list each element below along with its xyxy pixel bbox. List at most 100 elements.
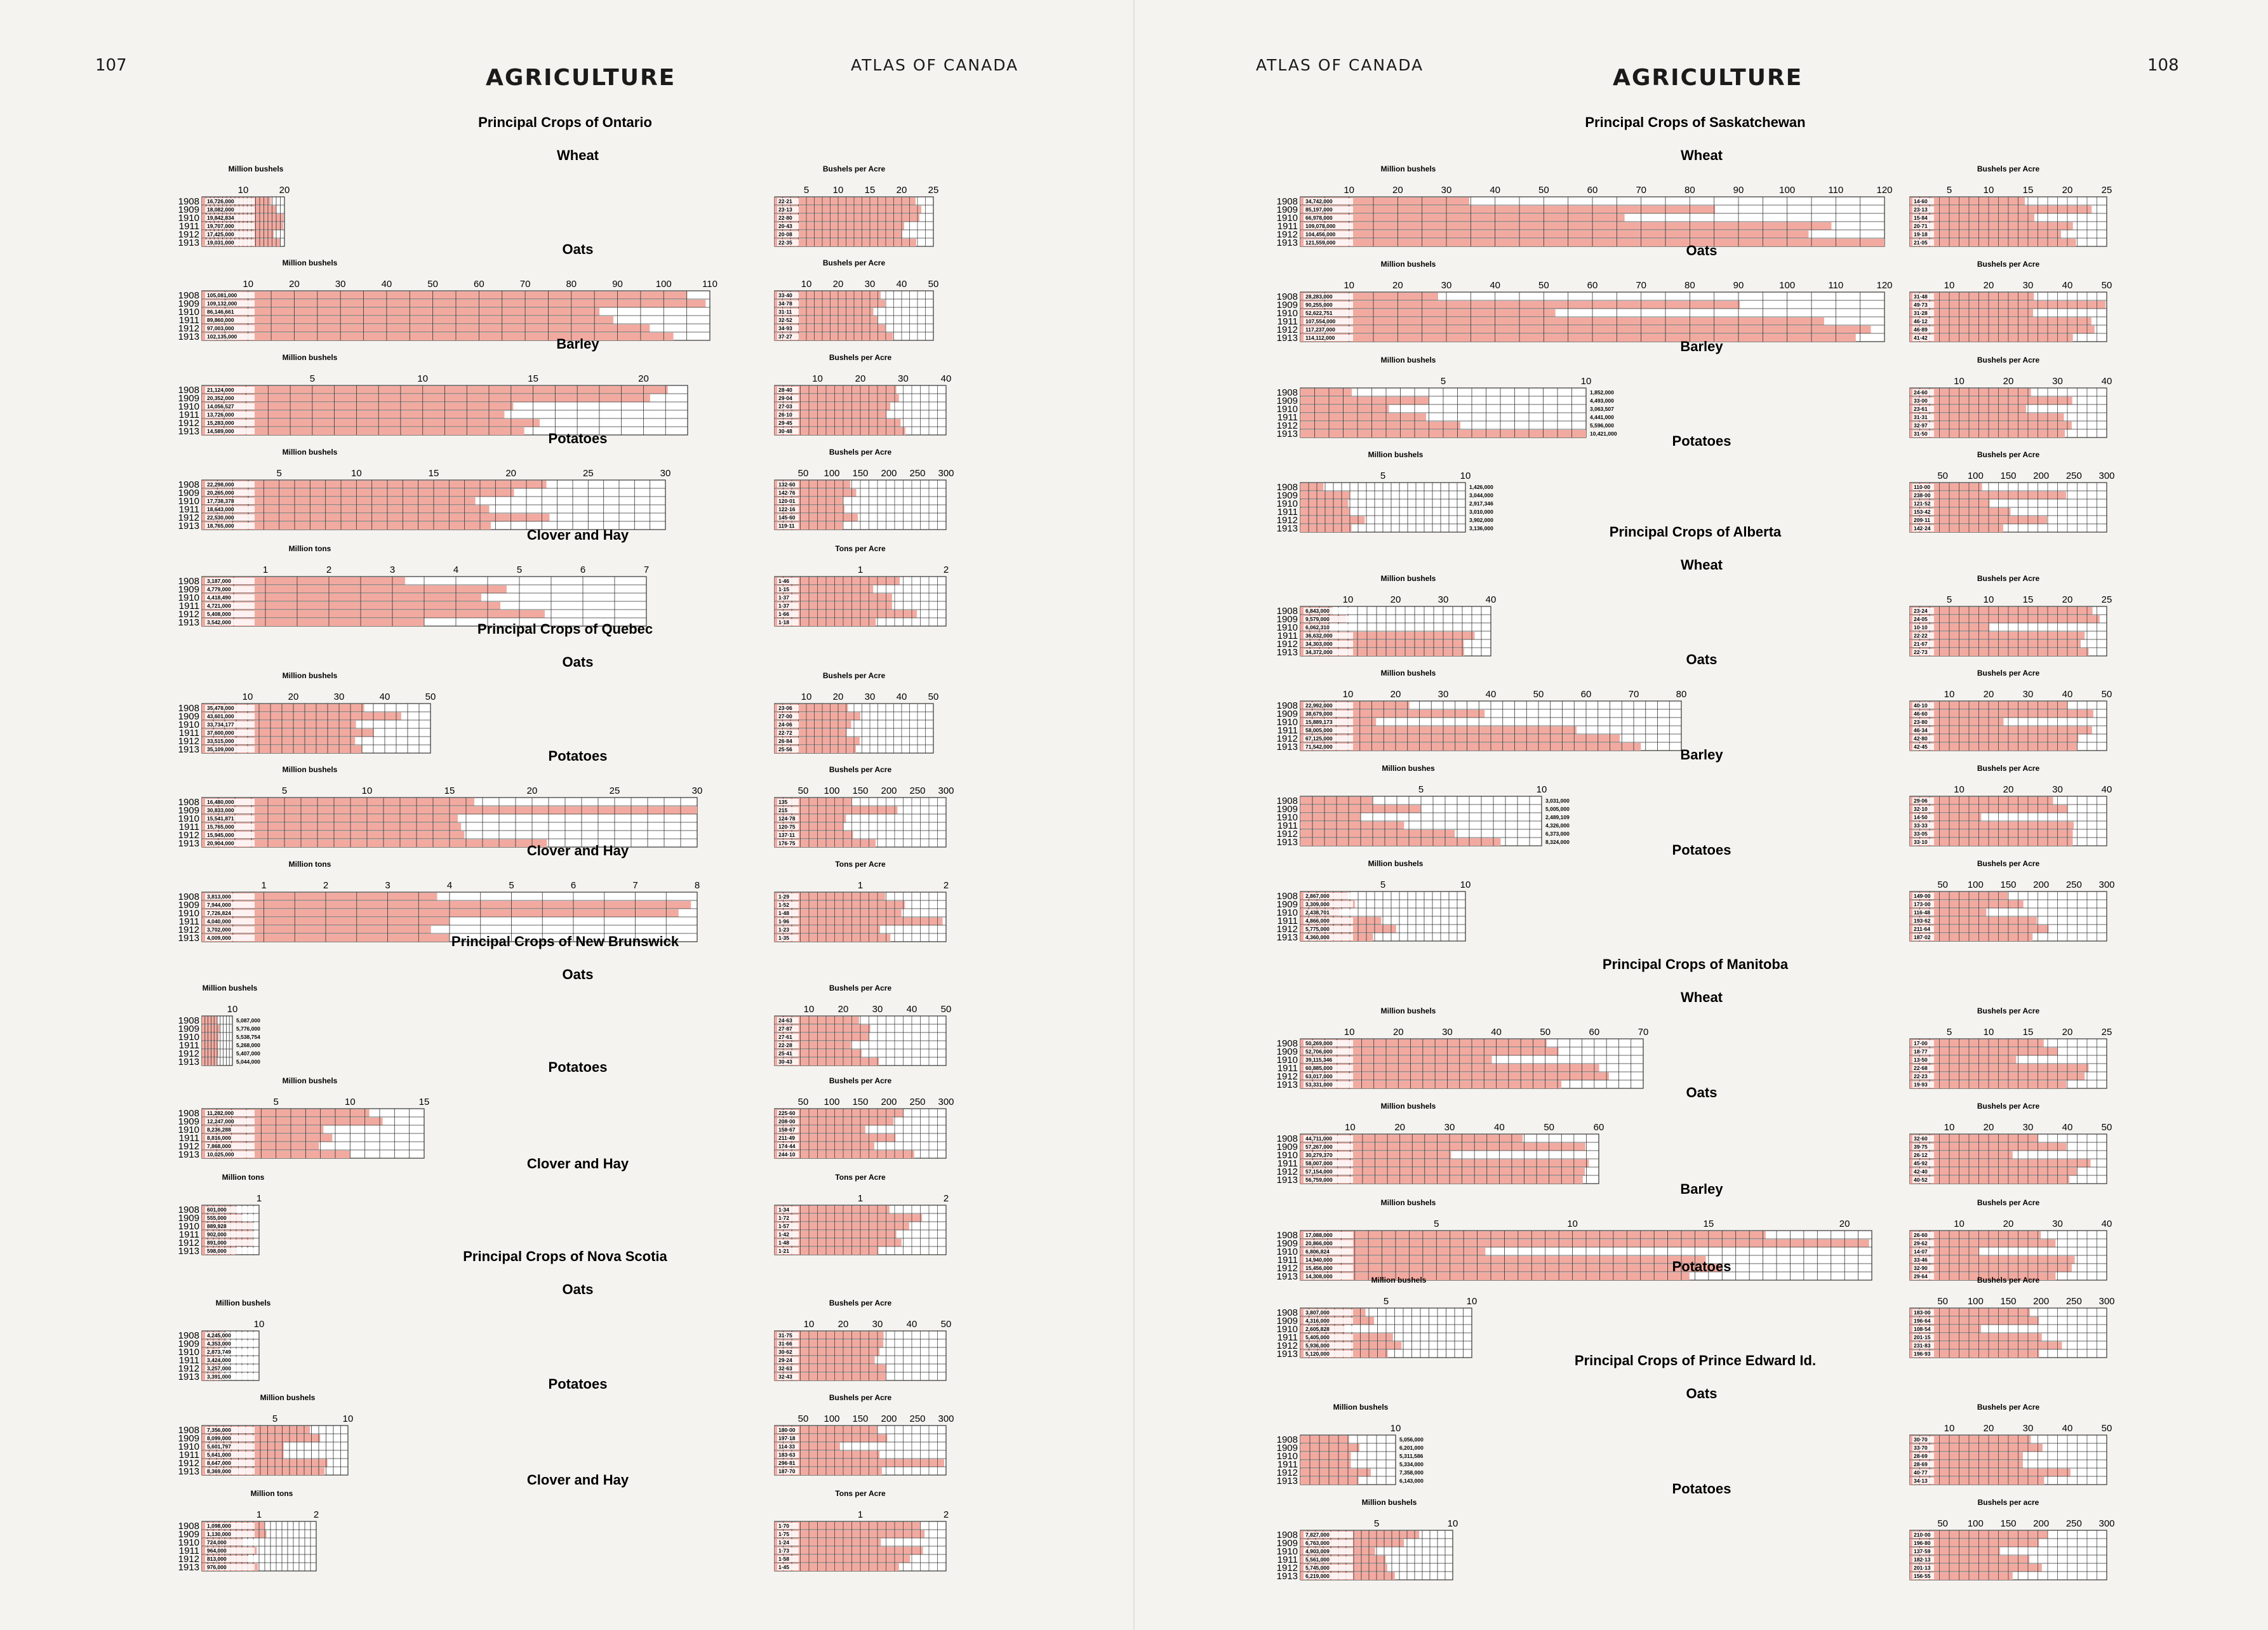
- data-label-bg: [205, 611, 255, 617]
- data-label-bg: [1304, 1240, 1353, 1246]
- year-label: 1910: [1277, 308, 1298, 319]
- unit-label: Million bushels: [260, 1393, 316, 1402]
- year-label: 1913: [178, 1057, 199, 1067]
- yield-tick-label: 300: [2098, 1518, 2114, 1529]
- yield-tick-label: 30: [872, 1319, 883, 1330]
- yield-label: 37·27: [778, 333, 792, 340]
- data-label: 86,146,661: [207, 309, 234, 315]
- yield-label-bg: [777, 481, 799, 488]
- year-label: 1910: [178, 496, 199, 507]
- yield-label: 1·72: [778, 1215, 789, 1221]
- tick-label: 50: [427, 279, 438, 290]
- yield-tick-label: 20: [1984, 1423, 1994, 1434]
- data-label: 15,456,000: [1305, 1265, 1333, 1271]
- data-label-bg: [205, 1357, 255, 1363]
- data-label: 3,063,507: [1590, 406, 1614, 412]
- yield-label: 1·34: [778, 1206, 789, 1213]
- data-label: 18,082,000: [207, 206, 234, 213]
- yield-tick-label: 50: [941, 1319, 952, 1330]
- data-label: 902,000: [207, 1231, 227, 1238]
- tick-label: 50: [425, 691, 436, 702]
- bar: [1300, 1072, 1609, 1080]
- yield-label-bg: [777, 428, 799, 434]
- crop-title: Wheat: [1681, 147, 1723, 163]
- yield-label: 132·60: [778, 481, 796, 488]
- yield-label-bg: [777, 1427, 799, 1433]
- yield-bar: [775, 316, 878, 324]
- data-label: 35,109,000: [207, 746, 234, 752]
- unit-label: Million bushels: [229, 164, 284, 173]
- tick-label: 10: [345, 1097, 356, 1107]
- crop-title: Oats: [563, 654, 594, 670]
- yield-label-bg: [777, 586, 799, 592]
- yield-tick-label: 30: [2023, 1122, 2034, 1133]
- yield-unit-label: Bushels per Acre: [829, 765, 892, 774]
- year-label: 1911: [1277, 221, 1298, 232]
- data-label: 102,135,000: [207, 333, 237, 340]
- bar: [1300, 1444, 1359, 1452]
- tick-label: 10: [417, 373, 428, 384]
- data-label: 8,236,288: [207, 1126, 231, 1133]
- year-label: 1911: [179, 1450, 199, 1460]
- yield-label-bg: [1912, 1309, 1934, 1316]
- tick-label: 60: [1581, 689, 1592, 700]
- data-label-bg: [205, 231, 255, 237]
- yield-label: 33·05: [1914, 831, 1928, 837]
- yield-label: 1·70: [778, 1523, 789, 1529]
- yield-label: 28·69: [1914, 1453, 1928, 1459]
- data-label-bg: [205, 300, 255, 307]
- data-label-bg: [205, 403, 255, 410]
- yield-bar: [775, 602, 892, 610]
- tick-label: 40: [1491, 1027, 1502, 1038]
- yield-unit-label: Bushels per Acre: [823, 671, 886, 680]
- bar: [1300, 413, 1426, 421]
- data-label: 6,763,000: [1305, 1540, 1330, 1546]
- year-label: 1911: [179, 601, 199, 611]
- unit-label: Million bushels: [203, 984, 258, 992]
- year-label: 1910: [178, 1221, 199, 1232]
- tick-label: 30: [1444, 1122, 1455, 1133]
- yield-label: 137·59: [1914, 1548, 1931, 1554]
- yield-label-bg: [1912, 1573, 1934, 1579]
- yield-unit-label: Bushels per Acre: [829, 1076, 892, 1085]
- data-label-bg: [1304, 934, 1353, 940]
- crop-title: Wheat: [557, 147, 599, 163]
- data-label-bg: [1304, 632, 1353, 639]
- year-label: 1910: [1277, 622, 1298, 633]
- yield-tick-label: 10: [1954, 376, 1964, 387]
- year-label: 1911: [1277, 1554, 1298, 1565]
- yield-label-bg: [1912, 293, 1934, 300]
- data-label-bg: [1304, 918, 1353, 924]
- year-label: 1912: [1277, 1467, 1298, 1478]
- yield-tick-label: 50: [928, 279, 939, 290]
- year-label: 1911: [179, 1040, 199, 1051]
- yield-tick-label: 300: [938, 1097, 954, 1107]
- tick-label: 40: [1486, 689, 1497, 700]
- yield-label: 20·71: [1914, 223, 1928, 229]
- yield-label-bg: [1912, 406, 1934, 412]
- yield-bar: [775, 411, 887, 418]
- year-label: 1913: [1277, 1271, 1298, 1282]
- tick-label: 30: [692, 785, 703, 796]
- yield-tick-label: 150: [2000, 1518, 2016, 1529]
- year-label: 1909: [178, 1116, 199, 1127]
- data-label-bg: [205, 586, 255, 592]
- year-label: 1909: [178, 900, 199, 911]
- yield-tick-label: 10: [1984, 1027, 1994, 1038]
- data-label: 13,726,000: [207, 411, 234, 418]
- bar: [1300, 1159, 1589, 1167]
- yield-bar: [1910, 405, 2026, 413]
- year-label: 1910: [178, 719, 199, 730]
- yield-label: 46·60: [1914, 711, 1928, 717]
- data-label: 4,418,490: [207, 594, 231, 601]
- yield-bar: [1910, 326, 2095, 333]
- yield-label: 24·05: [1914, 616, 1928, 622]
- yield-bar: [1910, 933, 2033, 941]
- data-label-bg: [1304, 1326, 1353, 1332]
- data-label: 28,283,000: [1305, 293, 1333, 300]
- data-label-bg: [1304, 1160, 1353, 1166]
- yield-bar: [775, 222, 904, 230]
- yield-label: 29·62: [1914, 1240, 1928, 1246]
- yield-unit-label: Bushels per Acre: [829, 448, 892, 457]
